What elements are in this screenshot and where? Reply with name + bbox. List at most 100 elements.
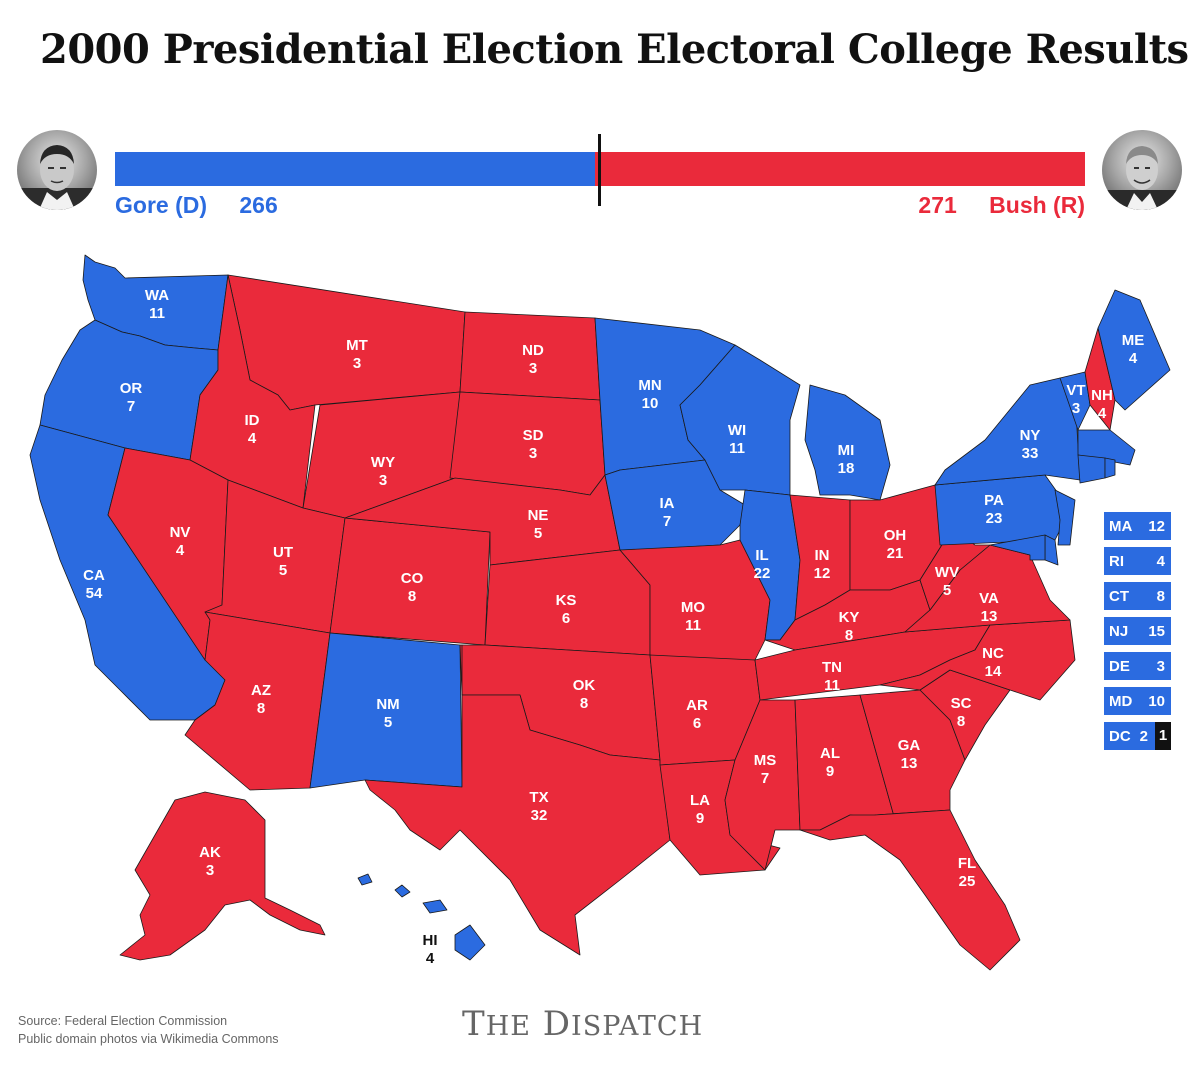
state-label-me: ME	[1122, 332, 1145, 349]
state-ev-fl: 25	[959, 873, 976, 890]
state-ev-sc: 8	[957, 713, 965, 730]
small-state-ct: CT 8	[1104, 582, 1171, 610]
small-state-ev: 10	[1148, 692, 1165, 710]
small-states-legend: MA 12 RI 4 CT 8 NJ 15 DE 3 MD 10 DC 2 1	[1104, 512, 1171, 757]
small-state-md: MD 10	[1104, 687, 1171, 715]
state-nc	[879, 619, 1076, 701]
bush-tally: 271 Bush (R)	[918, 192, 1085, 219]
state-nh	[1084, 327, 1116, 431]
small-state-dc: DC 2 1	[1104, 722, 1171, 750]
state-de	[1044, 534, 1059, 566]
state-label-nv: NV	[170, 524, 191, 541]
state-ev-ca: 54	[86, 585, 103, 602]
state-label-wa: WA	[145, 287, 169, 304]
state-mi	[804, 384, 891, 501]
state-ev-hi: 4	[426, 950, 435, 967]
state-ev-mo: 11	[685, 617, 701, 634]
state-ev-wa: 11	[149, 305, 165, 322]
state-ct	[1077, 454, 1106, 484]
state-label-ne: NE	[528, 507, 549, 524]
state-ev-ut: 5	[279, 562, 287, 579]
state-label-hi: HI	[423, 932, 438, 949]
state-ev-me: 4	[1129, 350, 1138, 367]
state-ev-az: 8	[257, 700, 265, 717]
state-label-la: LA	[690, 792, 710, 809]
state-wi	[679, 344, 801, 496]
small-state-abbr: NJ	[1109, 622, 1129, 640]
state-ny	[934, 377, 1081, 486]
state-ev-in: 12	[814, 565, 831, 582]
state-ev-nc: 14	[985, 663, 1002, 680]
state-ev-ky: 8	[845, 627, 853, 644]
state-label-in: IN	[815, 547, 830, 564]
state-mo	[619, 539, 771, 661]
state-label-nh: NH	[1091, 387, 1113, 404]
state-ev-nm: 5	[384, 714, 392, 731]
state-ev-ks: 6	[562, 610, 570, 627]
state-label-mn: MN	[638, 377, 661, 394]
state-hi-island	[422, 899, 448, 914]
state-pa	[934, 474, 1071, 546]
state-hi-island	[357, 873, 373, 886]
small-state-ma: MA 12	[1104, 512, 1171, 540]
state-ev-al: 9	[826, 763, 834, 780]
small-state-abbr: DC	[1109, 727, 1131, 745]
small-state-abbr: CT	[1109, 587, 1129, 605]
state-ev-mt: 3	[353, 355, 361, 372]
gore-label: Gore (D)	[115, 192, 207, 218]
state-ev-nh: 4	[1098, 405, 1107, 422]
state-ev-oh: 21	[887, 545, 904, 562]
state-ev-ne: 5	[534, 525, 542, 542]
state-label-tn: TN	[822, 659, 842, 676]
bush-portrait-photo	[1102, 130, 1182, 210]
state-ev-co: 8	[408, 588, 416, 605]
state-ev-mn: 10	[642, 395, 659, 412]
state-ev-sd: 3	[529, 445, 537, 462]
state-ev-il: 22	[754, 565, 771, 582]
dispatch-logo: THE DISPATCH	[462, 1004, 704, 1044]
state-label-mo: MO	[681, 599, 705, 616]
bush-vote-bar	[595, 152, 1085, 186]
state-label-sc: SC	[951, 695, 972, 712]
state-label-nm: NM	[376, 696, 399, 713]
state-label-fl: FL	[958, 855, 976, 872]
state-label-vt: VT	[1066, 382, 1085, 399]
state-label-ga: GA	[898, 737, 921, 754]
state-label-mi: MI	[838, 442, 855, 459]
state-ev-ms: 7	[761, 770, 769, 787]
state-ev-ak: 3	[206, 862, 214, 879]
state-label-nc: NC	[982, 645, 1004, 662]
small-state-ev: 3	[1156, 657, 1165, 675]
state-ev-wv: 5	[943, 582, 951, 599]
state-label-mt: MT	[346, 337, 368, 354]
state-ev-vt: 3	[1072, 400, 1080, 417]
state-label-ca: CA	[83, 567, 105, 584]
state-label-ks: KS	[556, 592, 577, 609]
small-state-abbr: MD	[1109, 692, 1133, 710]
state-ev-or: 7	[127, 398, 135, 415]
state-ev-wy: 3	[379, 472, 387, 489]
electoral-vote-bar	[115, 152, 1085, 186]
state-label-ky: KY	[839, 609, 860, 626]
state-label-va: VA	[979, 590, 999, 607]
state-label-ak: AK	[199, 844, 221, 861]
state-label-wv: WV	[935, 564, 959, 581]
small-state-ev: 4	[1156, 552, 1165, 570]
faithless-elector-ev: 1	[1155, 722, 1171, 750]
bush-votes: 271	[918, 192, 957, 218]
state-me	[1097, 289, 1171, 411]
state-ev-ny: 33	[1022, 445, 1039, 462]
state-ri	[1104, 457, 1116, 479]
state-ev-nv: 4	[176, 542, 185, 559]
state-label-co: CO	[401, 570, 424, 587]
state-md	[989, 534, 1046, 561]
state-ev-la: 9	[696, 810, 704, 827]
small-state-ev: 8	[1156, 587, 1165, 605]
page-title: 2000 Presidential Election Electoral Col…	[40, 26, 1189, 73]
state-label-tx: TX	[529, 789, 548, 806]
gore-portrait-photo	[17, 130, 97, 210]
bush-label: Bush (R)	[989, 192, 1085, 218]
state-label-ms: MS	[754, 752, 777, 769]
state-label-ut: UT	[273, 544, 293, 561]
small-state-ri: RI 4	[1104, 547, 1171, 575]
